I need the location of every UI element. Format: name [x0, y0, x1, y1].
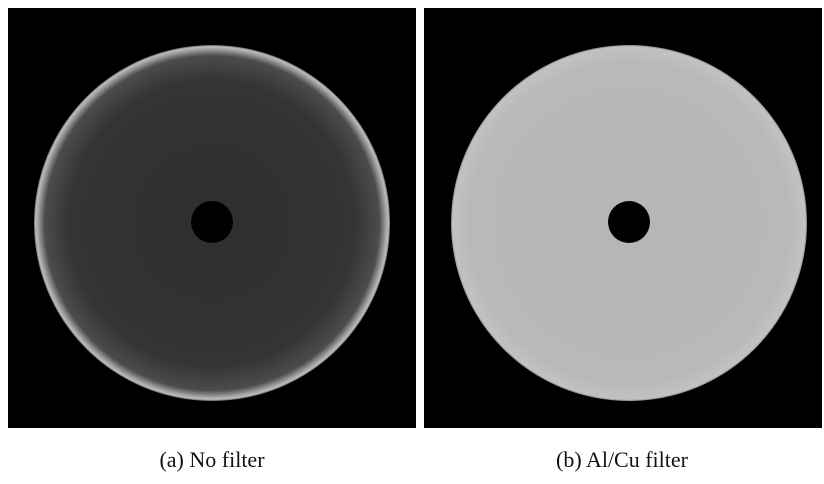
- panel-a: [8, 8, 416, 428]
- center-hole: [608, 201, 650, 243]
- panel-b: [424, 8, 822, 428]
- caption: (b) Al/Cu filter: [556, 447, 689, 472]
- center-hole: [191, 201, 233, 243]
- page: {"figures": [{"caption": "(a) No filter"…: [0, 0, 824, 484]
- figure: (a) No filter (b) Al/Cu filter: [0, 0, 824, 484]
- caption: (a) No filter: [159, 447, 265, 472]
